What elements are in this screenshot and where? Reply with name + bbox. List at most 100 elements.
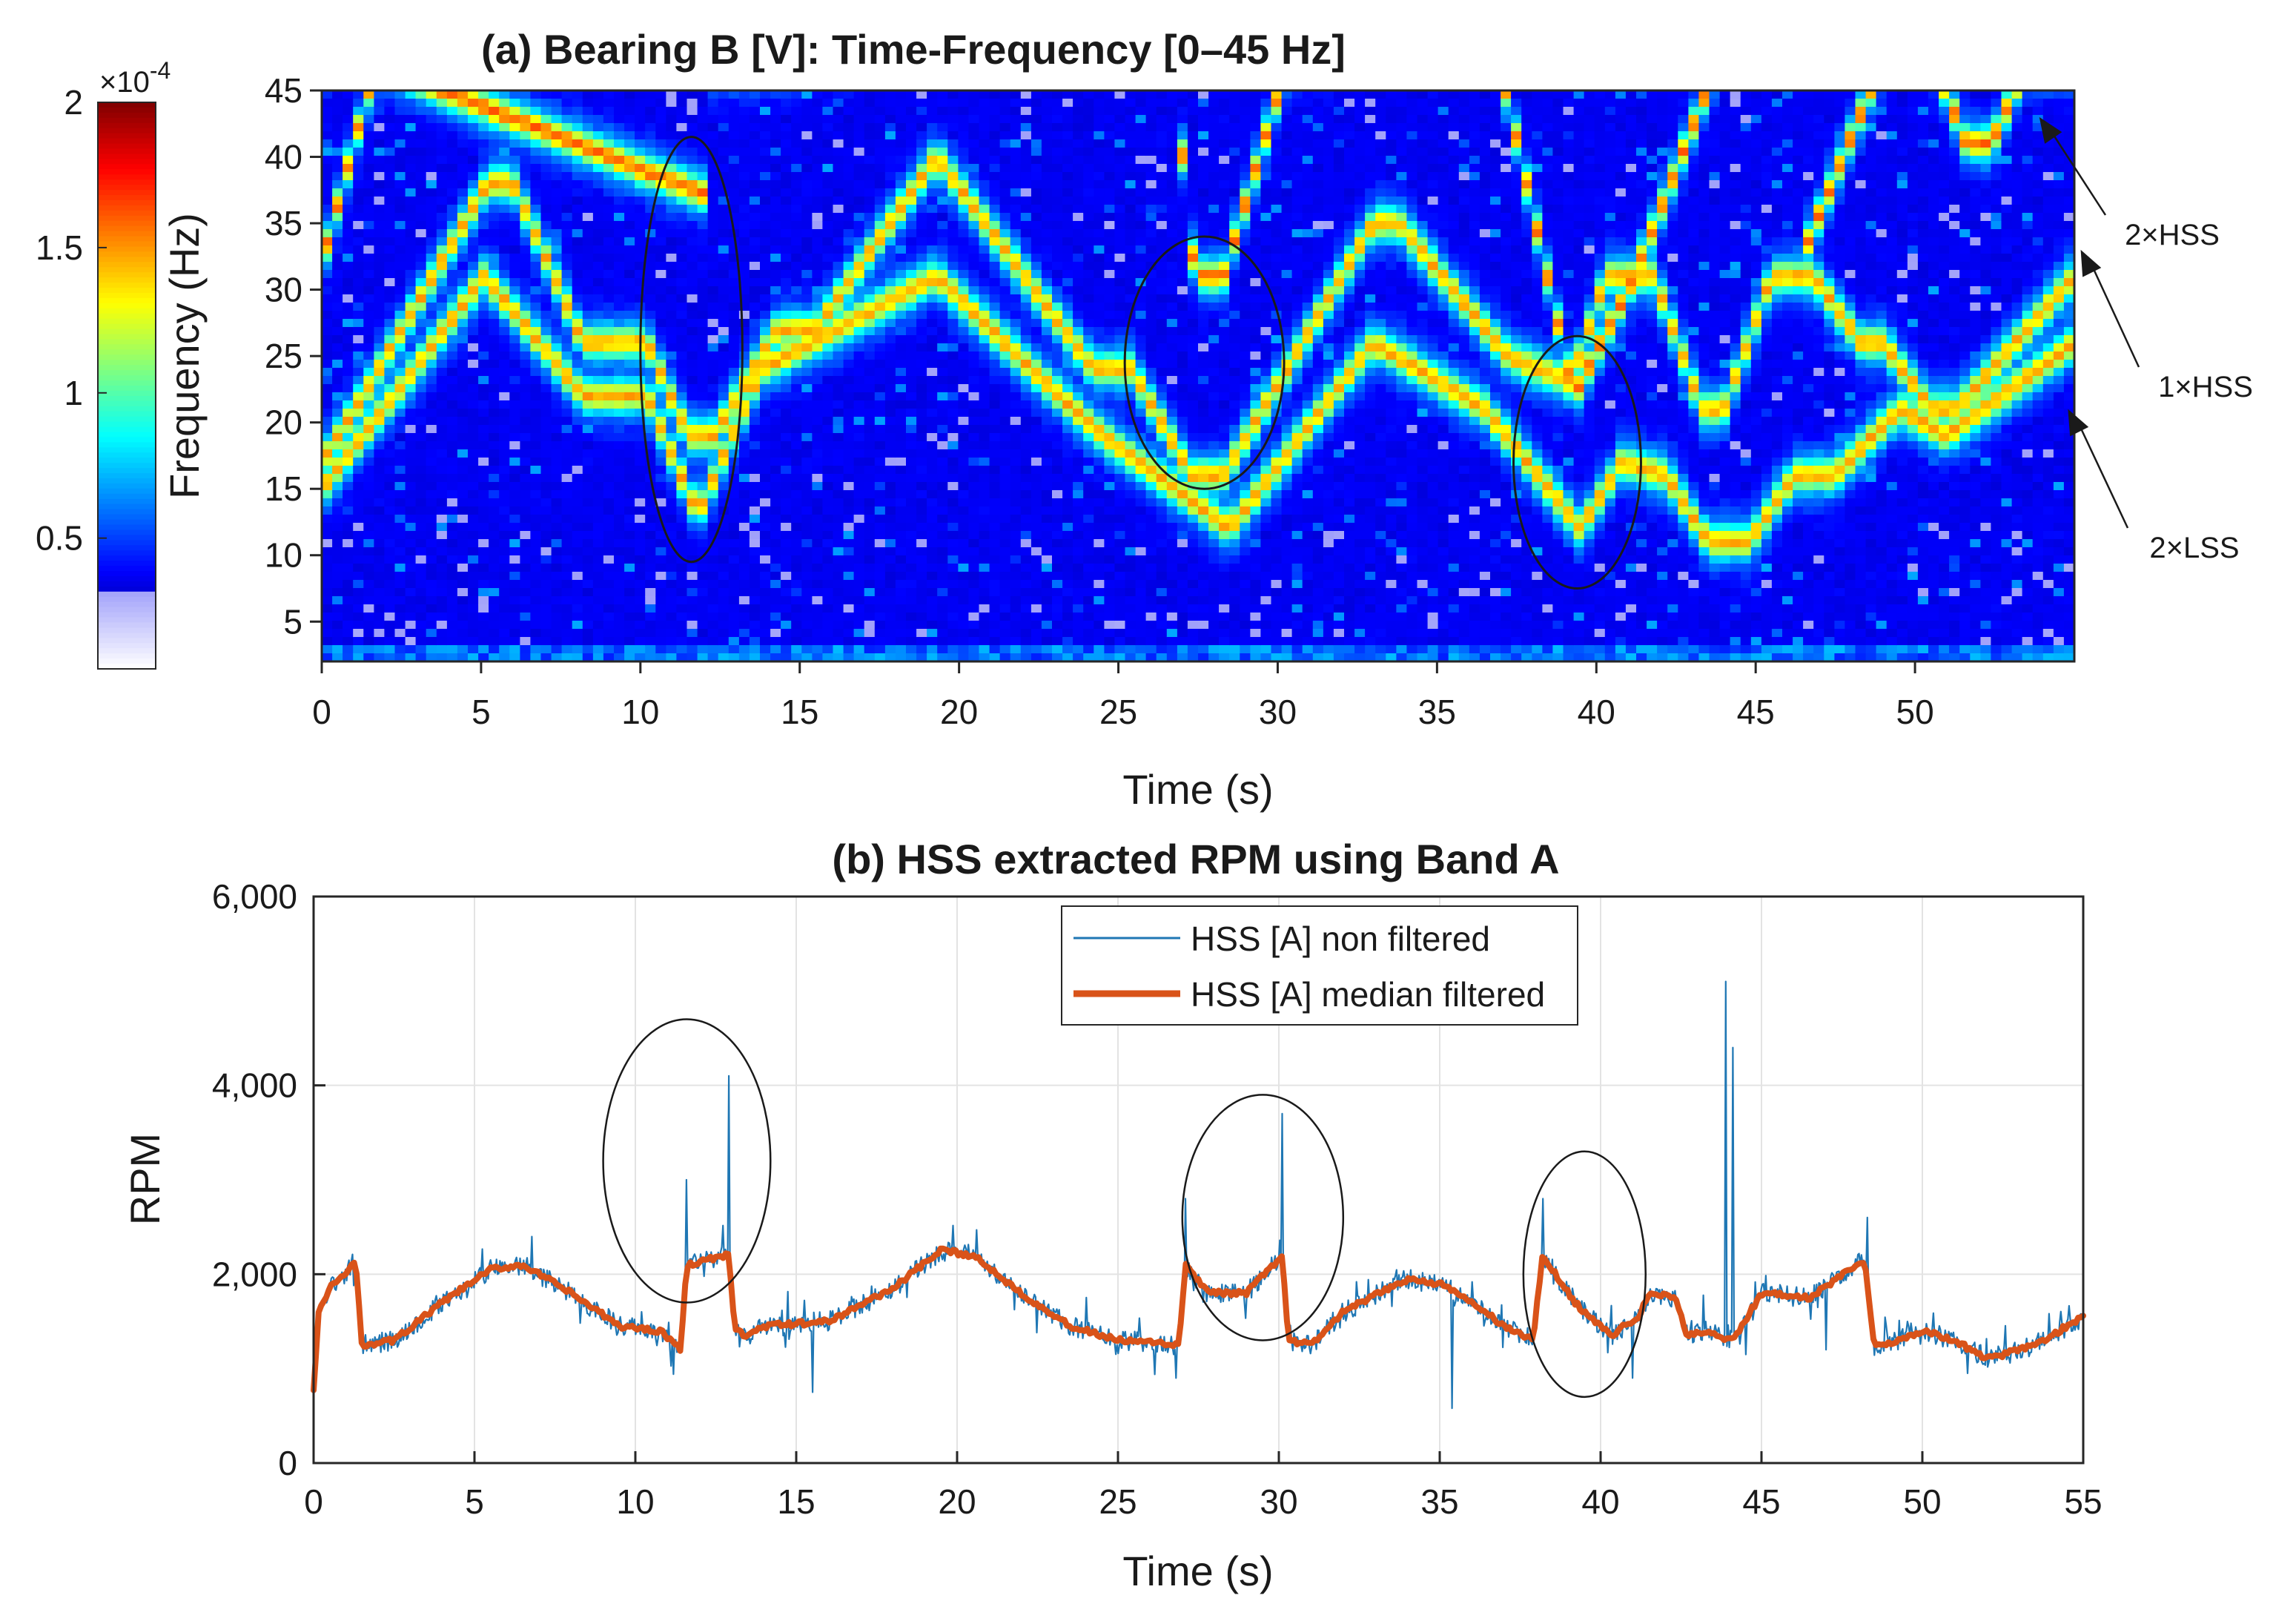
spectrogram-cell [499,458,510,466]
spectrogram-cell [635,417,646,426]
spectrogram-cell [895,441,907,450]
spectrogram-cell [812,376,824,385]
spectrogram-cell [884,115,896,124]
spectrogram-cell [384,327,396,336]
spectrogram-cell [781,188,792,197]
spectrogram-cell [468,490,479,499]
spectrogram-cell [728,498,740,507]
spectrogram-cell [436,156,448,165]
spectrogram-cell [332,604,343,613]
spectrogram-cell [676,449,688,458]
spectrogram-cell [1020,482,1032,491]
spectrogram-cell [718,351,730,360]
spectrogram-cell [603,482,615,491]
spectrogram-cell [1020,278,1032,287]
spectrogram-cell [906,604,917,613]
spectrogram-cell [770,351,781,360]
spectrogram-cell [446,278,458,287]
spectrogram-cell [728,205,740,214]
spectrogram-cell [937,458,948,466]
spectrogram-cell [812,123,824,132]
spectrogram-cell [781,596,792,605]
spectrogram-cell [1010,205,1022,214]
spectrogram-cell [801,458,813,466]
spectrogram-cell [509,441,520,450]
spectrogram-cell [989,343,1001,352]
spectrogram-cell [916,368,927,377]
spectrogram-cell [906,115,917,124]
spectrogram-cell [561,164,573,173]
spectrogram-cell [791,555,802,564]
spectrogram-cell [426,458,437,466]
spectrogram-cell [895,572,907,581]
spectrogram-cell [666,490,678,499]
spectrogram-cell [499,588,510,597]
spectrogram-cell [728,131,740,140]
spectrogram-cell [572,262,583,271]
spectrogram-cell [572,368,583,377]
spectrogram-cell [822,139,834,148]
spectrogram-cell [906,131,917,140]
spectrogram-cell [1052,572,1063,581]
spectrogram-cell [1062,237,1073,246]
spectrogram-cell [540,286,552,295]
spectrogram-cell [394,555,406,564]
spectrogram-cell [645,164,656,173]
spectrogram-cell [947,180,959,189]
spectrogram-cell [509,645,520,654]
spectrogram-cell [1010,580,1022,589]
spectrogram-cell [363,294,374,303]
spectrogram-cell [520,115,532,124]
spectrogram-cell [1052,580,1063,589]
spectrogram-cell [895,90,907,99]
spectrogram-cell [353,303,364,311]
spectrogram-cell [415,368,427,377]
spectrogram-cell [603,368,615,377]
spectrogram-cell [947,531,959,540]
spectrogram-cell [676,99,688,108]
spectrogram-cell [635,425,646,434]
spectrogram-cell [864,172,876,181]
spectrogram-cell [405,107,417,116]
spectrogram-cell [353,555,364,564]
spectrogram-cell [760,400,771,409]
spectrogram-cell [405,303,417,311]
spectrogram-cell [436,564,448,572]
spectrogram-cell [1041,588,1053,597]
spectrogram-cell [874,417,886,426]
spectrogram-cell [1041,303,1053,311]
spectrogram-cell [1030,131,1042,140]
spectrogram-cell [1020,400,1032,409]
spectrogram-cell [322,458,333,466]
spectrogram-cell [343,596,354,605]
spectrogram-cell [947,564,959,572]
spectrogram-cell [635,107,646,116]
spectrogram-cell [635,188,646,197]
spectrogram-cell [614,335,625,344]
spectrogram-cell [363,311,374,320]
spectrogram-cell [1052,539,1063,548]
spectrogram-cell [937,547,948,556]
spectrogram-cell [738,498,750,507]
spectrogram-cell [989,197,1001,205]
spectrogram-cell [489,523,500,532]
spectrogram-cell [791,327,802,336]
spectrogram-cell [927,637,938,646]
spectrogram-cell [478,156,489,165]
spectrogram-cell [322,384,333,393]
spectrogram-cell [394,474,406,483]
spectrogram-cell [728,482,740,491]
spectrogram-cell [833,400,844,409]
spectrogram-cell [927,139,938,148]
spectrogram-cell [927,653,938,662]
spectrogram-cell [603,645,615,654]
spectrogram-cell [374,172,386,181]
spectrogram-cell [707,245,719,254]
spectrogram-cell [394,572,406,581]
spectrogram-cell [468,515,479,524]
spectrogram-cell [1052,237,1063,246]
spectrogram-cell [446,188,458,197]
spectrogram-cell [540,311,552,320]
spectrogram-cell [676,539,688,548]
spectrogram-cell [718,376,730,385]
